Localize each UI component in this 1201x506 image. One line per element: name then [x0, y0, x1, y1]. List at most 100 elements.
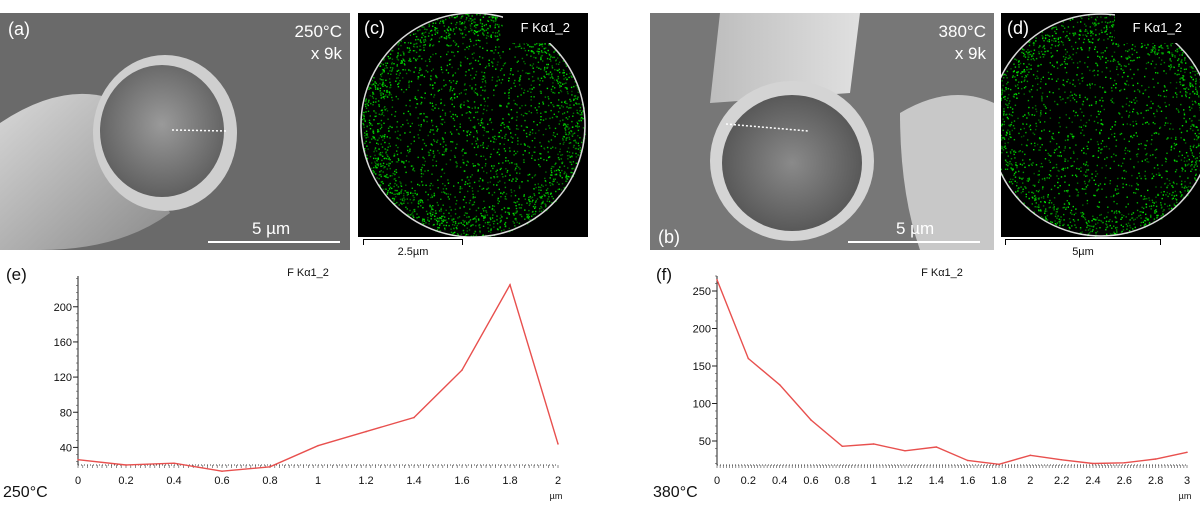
y-tick-label: 40 [60, 442, 72, 454]
panel-label: (f) [656, 265, 672, 284]
data-point [509, 284, 511, 286]
map-scale-label: 5µm [1005, 246, 1161, 258]
x-tick-label: 1.2 [358, 475, 373, 487]
x-tick-label: 1 [871, 475, 877, 487]
data-point [77, 459, 79, 461]
data-point [413, 417, 415, 419]
map-scale-label: 2.5µm [363, 246, 463, 258]
x-tick-label: 2.6 [1117, 475, 1132, 487]
chart-title: F Kα1_2 [921, 267, 963, 279]
x-tick-label: 1.2 [897, 475, 912, 487]
x-axis-unit: µm [550, 491, 563, 501]
y-tick-label: 160 [54, 337, 72, 349]
fiber-cross-section-380c [650, 13, 994, 250]
x-tick-label: 0.8 [262, 475, 277, 487]
x-tick-label: 3 [1184, 475, 1190, 487]
sem-image-250c: (a) 250°C x 9k 5 µm [0, 13, 350, 250]
y-tick-label: 50 [699, 436, 711, 448]
x-tick-label: 2.4 [1085, 475, 1100, 487]
data-point [557, 443, 559, 445]
data-point [842, 445, 844, 447]
x-tick-label: 1.4 [929, 475, 944, 487]
panel-label: (e) [6, 265, 27, 284]
data-point [125, 464, 127, 466]
map-speckle [1001, 15, 1200, 238]
edx-map-380c: (d) F Kα1_2 [1001, 13, 1200, 237]
sem-image-380c: (b) 380°C x 9k 5 µm [650, 13, 994, 250]
x-tick-label: 2.2 [1054, 475, 1069, 487]
data-point [1155, 458, 1157, 460]
temperature-corner-label: 380°C [653, 484, 698, 501]
data-point [810, 419, 812, 421]
panel-label-c: (c) [364, 18, 385, 39]
x-tick-label: 1.6 [454, 475, 469, 487]
y-tick-label: 150 [693, 361, 711, 373]
data-point [1061, 459, 1063, 461]
x-tick-label: 0.6 [803, 475, 818, 487]
y-tick-label: 250 [693, 286, 711, 298]
data-point [1124, 462, 1126, 464]
data-point [221, 470, 223, 472]
line-profile-chart-380c: (f) F Kα1_2 50 100 150 200 250 0 0.2 0.4 0.6 0.8 1 1.… [650, 258, 1201, 501]
panel-label-a: (a) [8, 19, 30, 40]
x-tick-label: 1 [315, 475, 321, 487]
fiber-cross-section-250c [0, 13, 350, 250]
map-element-label: F Kα1_2 [1115, 13, 1200, 43]
x-tick-label: 0 [714, 475, 720, 487]
data-point [365, 431, 367, 433]
temperature-label: 250°C [295, 21, 342, 43]
edx-map-250c: (c) F Kα1_2 [358, 13, 588, 237]
y-tick-label: 120 [54, 372, 72, 384]
data-point [269, 466, 271, 468]
x-tick-label: 2.8 [1148, 475, 1163, 487]
chart-title: F Kα1_2 [287, 267, 329, 279]
data-point [936, 446, 938, 448]
x-tick-label: 1.4 [406, 475, 421, 487]
data-point [779, 384, 781, 386]
profile-line [717, 280, 1187, 465]
data-point [716, 279, 718, 281]
magnification-label: x 9k [311, 43, 342, 65]
temperature-corner-label: 250°C [3, 484, 48, 501]
scale-bar-label: 5 µm [252, 219, 290, 239]
data-point [461, 369, 463, 371]
fluorine-map-380c [1001, 13, 1200, 237]
x-tick-label: 0 [75, 475, 81, 487]
magnification-label: x 9k [955, 43, 986, 65]
x-tick-label: 0.2 [741, 475, 756, 487]
x-tick-label: 2 [1027, 475, 1033, 487]
profile-line [78, 285, 558, 471]
panel-label-d: (d) [1007, 18, 1029, 39]
scale-bar [208, 241, 340, 243]
scale-bar [848, 241, 980, 243]
fluorine-map-250c [358, 13, 588, 237]
data-point [967, 460, 969, 462]
temperature-label: 380°C [939, 21, 986, 43]
data-point [904, 450, 906, 452]
data-point [873, 443, 875, 445]
x-tick-label: 1.8 [502, 475, 517, 487]
chart-svg-f: (f) F Kα1_2 50 100 150 200 250 0 0.2 0.4 0.6 0.8 1 1.… [650, 258, 1201, 501]
y-tick-label: 200 [54, 302, 72, 314]
x-tick-label: 0.4 [772, 475, 787, 487]
data-point [1030, 454, 1032, 456]
y-tick-label: 100 [693, 399, 711, 411]
x-tick-label: 0.6 [214, 475, 229, 487]
data-point [173, 462, 175, 464]
panel-label-b: (b) [658, 227, 680, 248]
y-tick-label: 80 [60, 407, 72, 419]
scale-bar-label: 5 µm [896, 219, 934, 239]
x-tick-label: 0.2 [118, 475, 133, 487]
x-tick-label: 2 [555, 475, 561, 487]
data-point [1092, 463, 1094, 465]
x-tick-label: 0.8 [835, 475, 850, 487]
data-point [748, 358, 750, 360]
data-point [1186, 451, 1188, 453]
data-point [317, 445, 319, 447]
y-tick-label: 200 [693, 324, 711, 336]
x-tick-label: 1.6 [960, 475, 975, 487]
map-element-label: F Kα1_2 [503, 13, 588, 43]
x-axis-unit: µm [1179, 491, 1192, 501]
